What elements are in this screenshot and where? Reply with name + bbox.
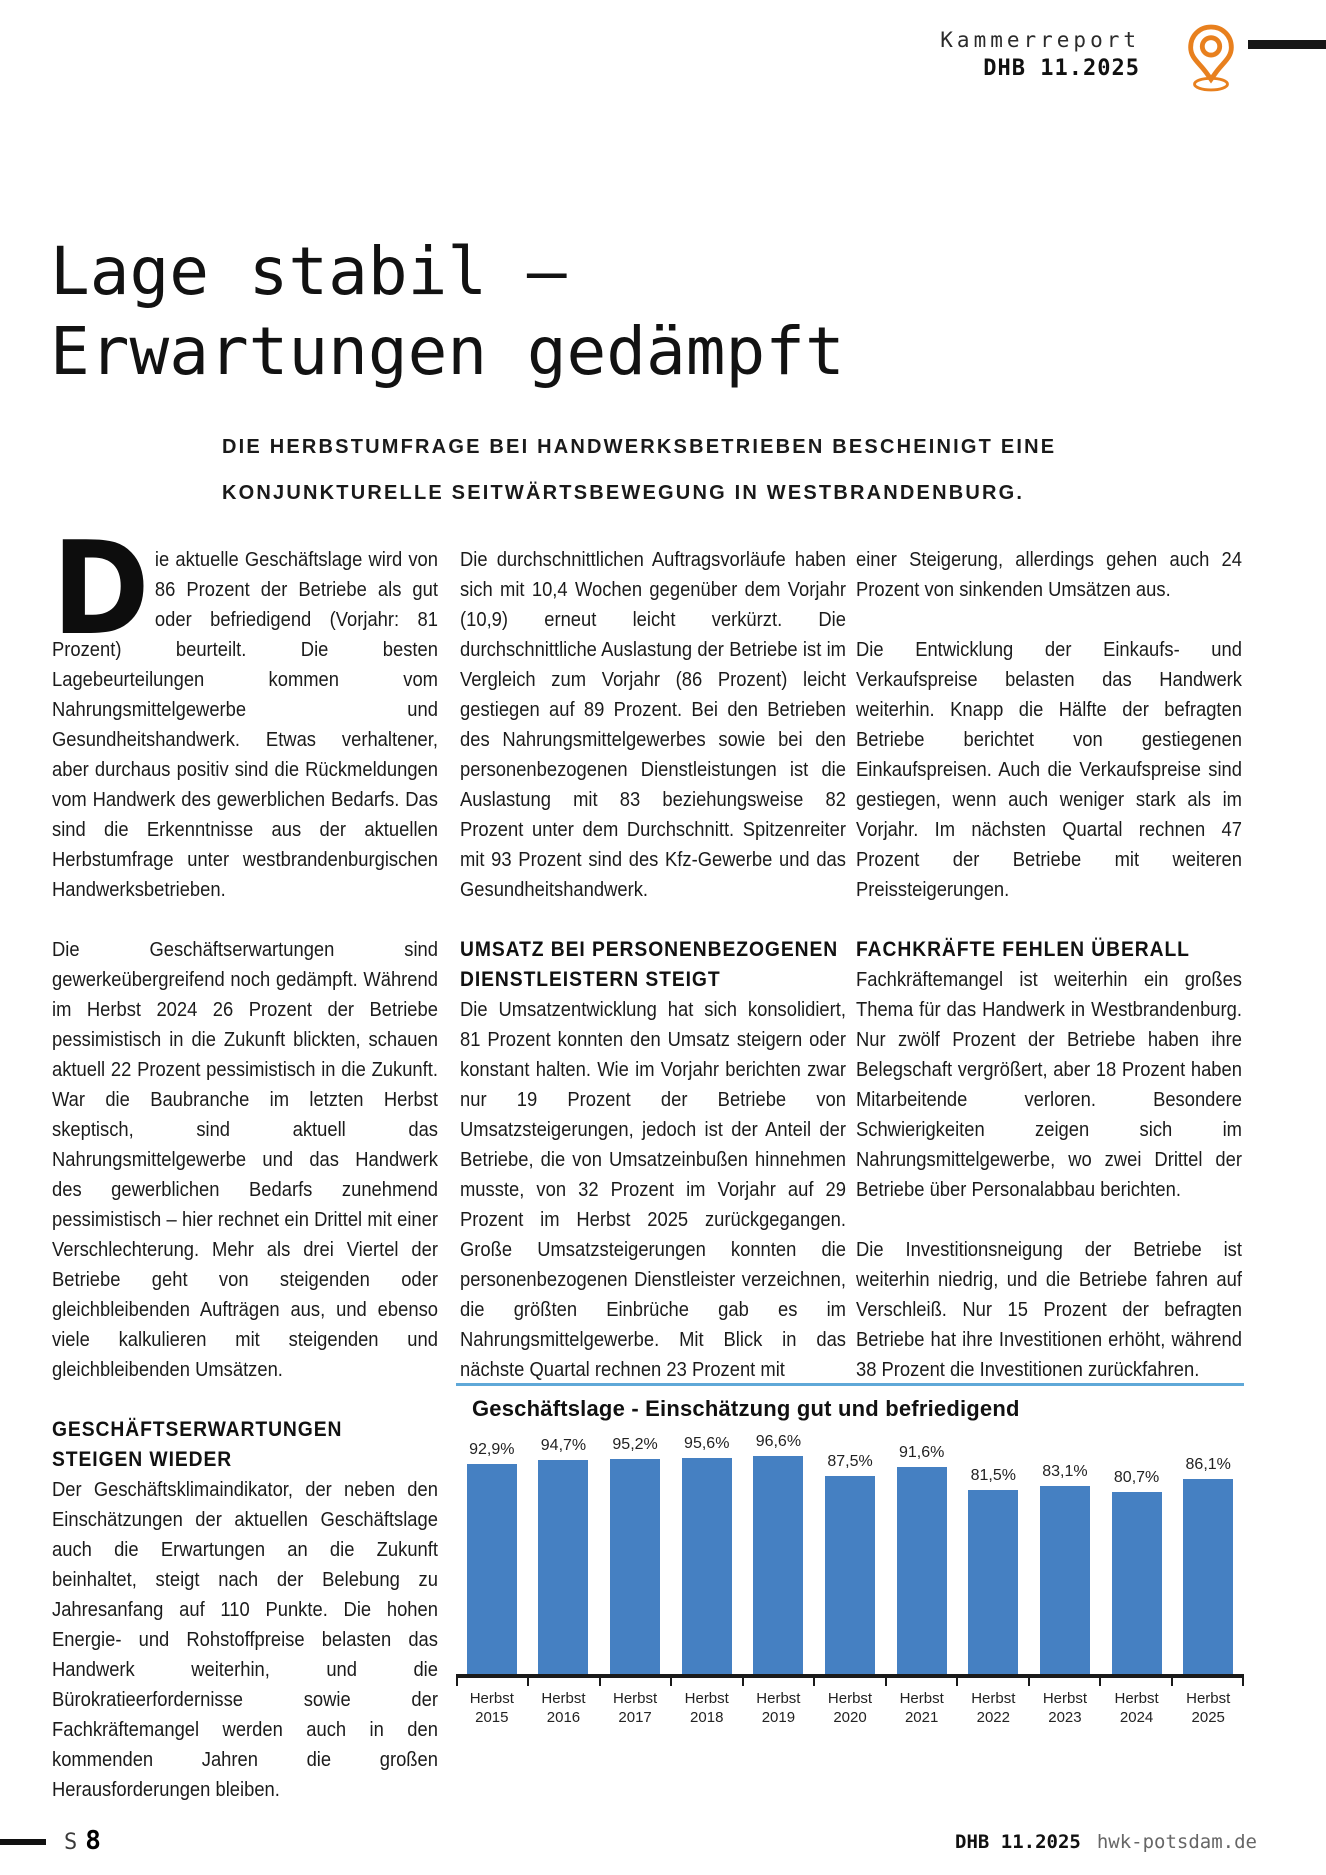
bar (1111, 1492, 1162, 1674)
bar (681, 1458, 732, 1674)
bar-cell: 95,2% (599, 1436, 671, 1674)
axis-tick (741, 1678, 744, 1686)
axis-tick (956, 1678, 959, 1686)
paragraph: Die Entwicklung der Einkaufs- und Verkau… (856, 639, 1242, 901)
bar-cell: 96,6% (743, 1433, 815, 1674)
bar-cell: 81,5% (957, 1467, 1029, 1674)
paragraph: Die Investitionsneigung der Betriebe ist… (856, 1239, 1242, 1381)
section-heading: GESCHÄFTSERWARTUNGEN STEIGEN WIEDER (52, 1418, 343, 1471)
location-pin-icon (1180, 22, 1242, 94)
axis-tick (598, 1678, 601, 1686)
x-axis-label: Herbst 2025 (1186, 1690, 1231, 1726)
bar (968, 1490, 1019, 1674)
standfirst-line2: KONJUNKTURELLE SEITWÄRTSBEWEGUNG IN WEST… (222, 482, 1025, 504)
article-column-2: Die durchschnittlichen Auftragsvorläufe … (460, 545, 846, 1385)
axis-tick (1099, 1678, 1102, 1686)
footer-rule (0, 1839, 46, 1845)
bar (466, 1464, 517, 1674)
page-number-label: S (64, 1830, 78, 1855)
x-axis-label: Herbst 2017 (613, 1690, 658, 1726)
business-climate-chart: Geschäftslage - Einschätzung gut und bef… (456, 1383, 1244, 1727)
masthead: Kammerreport DHB 11.2025 (940, 26, 1140, 84)
footer-website: hwk-potsdam.de (1096, 1831, 1257, 1853)
bar-cell: 91,6% (886, 1444, 958, 1674)
standfirst-line1: DIE HERBSTUMFRAGE BEI HANDWERKSBETRIEBEN… (222, 436, 1057, 458)
chart-title: Geschäftslage - Einschätzung gut und bef… (472, 1396, 1020, 1421)
bar-cell: 80,7% (1101, 1469, 1173, 1674)
x-axis-label: Herbst 2023 (1042, 1690, 1088, 1726)
footer-issue: DHB 11.2025 (955, 1831, 1081, 1853)
paragraph: Die Umsatzentwicklung hat sich konsolidi… (460, 999, 846, 1381)
kicker-label: Kammerreport (940, 28, 1140, 52)
x-axis-label: Herbst 2021 (899, 1690, 944, 1726)
paragraph: einer Steigerung, allerdings gehen auch … (856, 549, 1242, 601)
paragraph: Fachkräftemangel ist weiterhin ein große… (856, 969, 1242, 1201)
bar-value-label: 80,7% (1113, 1469, 1160, 1486)
bar-value-label: 95,2% (612, 1436, 658, 1453)
footer-meta: DHB 11.2025 hwk-potsdam.de (955, 1831, 1257, 1853)
chart-axis (456, 1674, 1244, 1686)
bar (610, 1459, 661, 1674)
chart-top-rule (456, 1383, 1244, 1386)
bar-value-label: 83,1% (1042, 1463, 1088, 1480)
bar-cell: 83,1% (1029, 1463, 1101, 1674)
bar-value-label: 81,5% (970, 1467, 1016, 1484)
bar-value-label: 87,5% (827, 1453, 873, 1470)
bar-cell: 95,6% (671, 1435, 743, 1674)
axis-tick (1027, 1678, 1030, 1686)
standfirst: DIE HERBSTUMFRAGE BEI HANDWERKSBETRIEBEN… (222, 424, 1056, 516)
bar-cell: 87,5% (814, 1453, 886, 1674)
bar (753, 1456, 804, 1674)
x-axis-label: Herbst 2015 (469, 1690, 514, 1726)
section-heading: FACHKRÄFTE FEHLEN ÜBERALL (856, 938, 1190, 961)
bar (896, 1467, 947, 1674)
bar-cell: 86,1% (1172, 1456, 1244, 1674)
axis-tick (670, 1678, 673, 1686)
axis-tick (884, 1678, 887, 1686)
bar-value-label: 94,7% (540, 1437, 587, 1454)
bar (825, 1476, 876, 1674)
paragraph-text: ie aktuelle Geschäftslage wird von 86 Pr… (52, 549, 438, 901)
article-column-3: einer Steigerung, allerdings gehen auch … (856, 545, 1242, 1385)
axis-tick (813, 1678, 816, 1686)
x-axis-label: Herbst 2020 (827, 1690, 873, 1726)
page-title-line1: Lage stabil – (50, 233, 567, 310)
page-title: Lage stabil – Erwartungen gedämpft (50, 232, 845, 392)
bar-value-label: 96,6% (755, 1433, 802, 1450)
page-number-value: 8 (85, 1826, 101, 1856)
bar-cell: 92,9% (456, 1441, 528, 1674)
dropcap: D (52, 515, 150, 664)
bar (538, 1460, 589, 1674)
axis-tick (527, 1678, 530, 1686)
axis-tick (1170, 1678, 1173, 1686)
bar-cell: 94,7% (528, 1437, 600, 1674)
x-axis-label: Herbst 2016 (541, 1690, 586, 1726)
bar (1039, 1486, 1090, 1674)
x-axis-label: Herbst 2024 (1114, 1690, 1159, 1726)
issue-label: DHB 11.2025 (983, 56, 1140, 81)
chart-bars: 92,9% 94,7% 95,2% 95,6% 96,6% 87,5% 91,6% 81,5%… (456, 1428, 1244, 1674)
bar-value-label: 91,6% (898, 1444, 945, 1461)
x-axis-label: Herbst 2018 (684, 1690, 729, 1726)
bar-value-label: 95,6% (684, 1435, 730, 1452)
axis-tick (456, 1678, 458, 1686)
bar-value-label: 86,1% (1185, 1456, 1231, 1473)
x-axis-label: Herbst 2022 (971, 1690, 1016, 1726)
page-title-line2: Erwartungen gedämpft (50, 313, 845, 390)
paragraph: Die Geschäftserwartungen sind gewerkeübe… (52, 939, 438, 1381)
axis-tick (1241, 1678, 1244, 1686)
section-heading: UMSATZ BEI PERSONENBEZOGENEN DIENSTLEIST… (460, 938, 839, 991)
bar-value-label: 92,9% (469, 1441, 515, 1458)
chart-categories: Herbst 2015 Herbst 2016 Herbst 2017 Herbst 2018… (456, 1689, 1244, 1727)
bar (1183, 1479, 1234, 1674)
x-axis-label: Herbst 2019 (756, 1690, 801, 1726)
paragraph: Die durchschnittlichen Auftragsvorläufe … (460, 549, 846, 901)
corner-rule (1248, 40, 1326, 49)
paragraph: Der Geschäftsklimaindikator, der neben d… (52, 1479, 438, 1801)
